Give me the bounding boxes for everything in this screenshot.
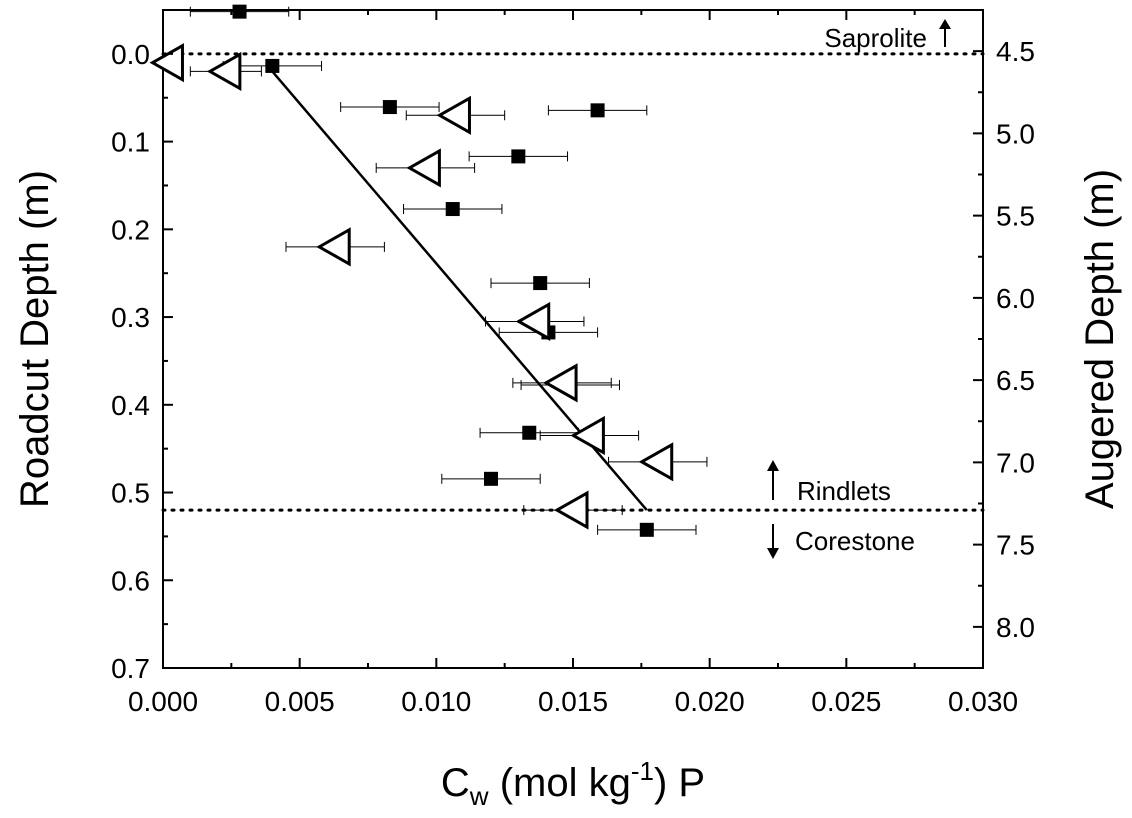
data-point [638,442,674,482]
x-tick-label: 0.020 [675,686,745,717]
data-point [553,490,589,530]
data-point [570,415,605,456]
data-point [543,363,578,403]
y-tick-label: 0.0 [111,39,150,70]
x-axis-title: Cw (mol kg-1) P [441,756,705,811]
series-layer [149,4,708,537]
saprolite-annotation: Saprolite [824,19,951,53]
x-tick-label: 0.025 [811,686,881,717]
y-axis-title-right: Augered Depth (m) [1078,169,1122,509]
data-point [265,58,280,73]
y2-tick-label: 5.0 [996,118,1035,149]
y-tick-label: 0.3 [111,302,150,333]
data-point [206,51,242,91]
data-point [639,522,654,537]
y-axis-right: 4.5 5.0 5.5 6.0 6.5 7.0 7.5 8.0 [973,9,1035,669]
x-tick-label: 0.000 [128,686,198,717]
y-axis-left: 0.0 0.1 0.2 0.3 0.4 0.5 0.6 0.7 [111,39,173,684]
y2-tick-label: 7.5 [996,530,1035,561]
series-open-triangle-left [149,43,708,530]
y2-tick-label: 8.0 [996,612,1035,643]
series-filled-square [189,4,697,537]
data-point [522,425,537,440]
rindlets-annotation: Rindlets [767,460,891,506]
arrow-up-icon [767,460,779,500]
data-point [316,227,351,267]
y-tick-label: 0.7 [111,653,150,684]
arrow-up-icon [939,19,951,47]
y2-tick-label: 4.5 [996,36,1035,67]
y2-tick-label: 7.0 [996,447,1035,478]
x-tick-label: 0.010 [401,686,471,717]
x-tick-label: 0.015 [538,686,608,717]
x-axis: 0.000 0.005 0.010 0.015 0.020 0.025 0.030 [128,10,1018,717]
data-point [149,43,184,83]
y-tick-label: 0.6 [111,565,150,596]
y-tick-label: 0.1 [111,127,150,158]
reference-lines [161,52,985,512]
corestone-annotation: Corestone [767,524,915,559]
rindlets-label: Rindlets [797,476,891,506]
corestone-label: Corestone [795,526,915,556]
x-tick-label: 0.005 [265,686,335,717]
y-tick-label: 0.5 [111,478,150,509]
y2-tick-label: 5.5 [996,201,1035,232]
data-point [436,95,471,135]
data-point [590,103,605,118]
y-axis-title-left: Roadcut Depth (m) [13,170,57,508]
data-point [445,202,460,217]
arrow-down-icon [767,524,779,559]
data-point [382,100,397,115]
y-tick-label: 0.2 [111,214,150,245]
data-point [484,471,498,486]
data-point [515,301,551,342]
data-point [232,4,247,19]
data-point [511,149,526,164]
y-tick-label: 0.4 [111,390,150,421]
x-tick-label: 0.030 [948,686,1018,717]
saprolite-label: Saprolite [824,23,927,53]
y2-tick-label: 6.0 [996,283,1035,314]
data-point [533,276,548,291]
plot-frame [162,9,984,669]
data-point [406,148,441,188]
y2-tick-label: 6.5 [996,365,1035,396]
